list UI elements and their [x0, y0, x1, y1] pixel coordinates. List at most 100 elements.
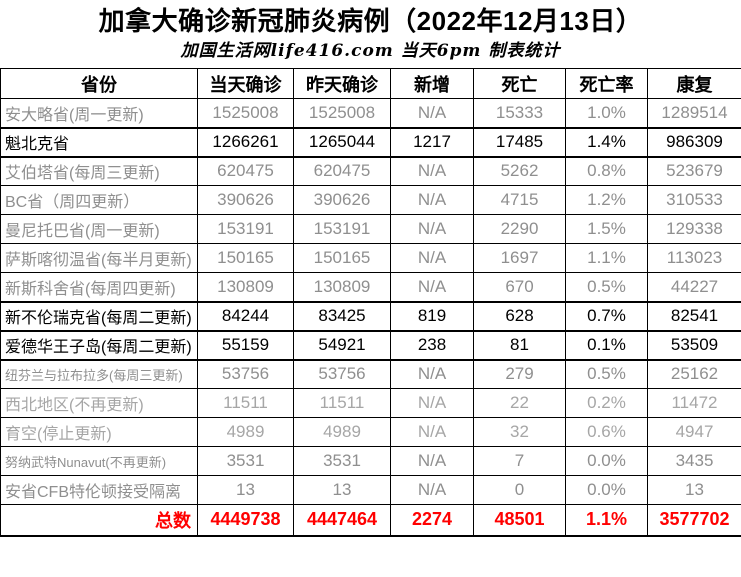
cell-rate: 0.0% [566, 447, 648, 476]
total-deaths: 48501 [474, 505, 566, 536]
cell-province: 曼尼托巴省(周一更新) [1, 215, 198, 244]
table-row-alberta: 艾伯塔省(每周三更新) 620475 620475 N/A 5262 0.8% … [1, 157, 741, 186]
cell-recovered: 113023 [648, 244, 741, 273]
cell-rate: 0.7% [566, 302, 648, 331]
cell-rate: 1.1% [566, 244, 648, 273]
cell-deaths: 7 [474, 447, 566, 476]
subtitle: 加国生活网life416.com 当天6pm 制表统计 [0, 40, 741, 62]
cell-recovered: 82541 [648, 302, 741, 331]
cell-recovered: 4947 [648, 418, 741, 447]
cell-yesterday: 11511 [294, 389, 391, 418]
cell-rate: 0.6% [566, 418, 648, 447]
cell-yesterday: 3531 [294, 447, 391, 476]
cell-deaths: 22 [474, 389, 566, 418]
cell-yesterday: 13 [294, 476, 391, 505]
table-row-yukon: 育空(停止更新) 4989 4989 N/A 32 0.6% 4947 [1, 418, 741, 447]
cell-recovered: 129338 [648, 215, 741, 244]
header-death-rate: 死亡率 [566, 69, 648, 99]
cell-yesterday: 53756 [294, 360, 391, 389]
table-row-bc: BC省（周四更新） 390626 390626 N/A 4715 1.2% 31… [1, 186, 741, 215]
total-yesterday: 4447464 [294, 505, 391, 536]
total-today: 4449738 [198, 505, 294, 536]
cell-recovered: 44227 [648, 273, 741, 302]
table-row-cfb-trenton: 安省CFB特伦顿接受隔离 13 13 N/A 0 0.0% 13 [1, 476, 741, 505]
table-row-saskatchewan: 萨斯喀彻温省(每半月更新) 150165 150165 N/A 1697 1.1… [1, 244, 741, 273]
total-new: 2274 [391, 505, 474, 536]
cell-province: 艾伯塔省(每周三更新) [1, 157, 198, 186]
cell-rate: 1.4% [566, 128, 648, 157]
cell-today: 153191 [198, 215, 294, 244]
cell-new: N/A [391, 360, 474, 389]
cell-province: 纽芬兰与拉布拉多(每周三更新) [1, 360, 198, 389]
cell-yesterday: 150165 [294, 244, 391, 273]
cell-province: 新斯科舍省(每周四更新) [1, 273, 198, 302]
cell-rate: 0.5% [566, 273, 648, 302]
cell-new: N/A [391, 447, 474, 476]
cell-today: 53756 [198, 360, 294, 389]
cell-deaths: 628 [474, 302, 566, 331]
cell-new: 819 [391, 302, 474, 331]
cell-deaths: 81 [474, 331, 566, 360]
cell-yesterday: 130809 [294, 273, 391, 302]
table-row-newfoundland: 纽芬兰与拉布拉多(每周三更新) 53756 53756 N/A 279 0.5%… [1, 360, 741, 389]
cell-deaths: 5262 [474, 157, 566, 186]
cell-today: 55159 [198, 331, 294, 360]
table-row-nova-scotia: 新斯科舍省(每周四更新) 130809 130809 N/A 670 0.5% … [1, 273, 741, 302]
cell-today: 11511 [198, 389, 294, 418]
table-row-nunavut: 努纳武特Nunavut(不再更新) 3531 3531 N/A 7 0.0% 3… [1, 447, 741, 476]
cell-rate: 0.0% [566, 476, 648, 505]
cell-recovered: 523679 [648, 157, 741, 186]
cell-new: N/A [391, 157, 474, 186]
cell-deaths: 0 [474, 476, 566, 505]
cell-yesterday: 54921 [294, 331, 391, 360]
cell-rate: 0.5% [566, 360, 648, 389]
cell-deaths: 670 [474, 273, 566, 302]
cell-yesterday: 1265044 [294, 128, 391, 157]
table-row-manitoba: 曼尼托巴省(周一更新) 153191 153191 N/A 2290 1.5% … [1, 215, 741, 244]
cell-recovered: 310533 [648, 186, 741, 215]
cell-today: 4989 [198, 418, 294, 447]
cell-rate: 1.0% [566, 99, 648, 128]
table-row-total: 总数 4449738 4447464 2274 48501 1.1% 35777… [1, 505, 741, 536]
cell-today: 3531 [198, 447, 294, 476]
cell-yesterday: 153191 [294, 215, 391, 244]
header-today-confirmed: 当天确诊 [198, 69, 294, 99]
cell-new: 238 [391, 331, 474, 360]
cell-province: 魁北克省 [1, 128, 198, 157]
cell-today: 390626 [198, 186, 294, 215]
cell-recovered: 3435 [648, 447, 741, 476]
cell-province: 萨斯喀彻温省(每半月更新) [1, 244, 198, 273]
cell-yesterday: 1525008 [294, 99, 391, 128]
cell-rate: 1.5% [566, 215, 648, 244]
cell-yesterday: 83425 [294, 302, 391, 331]
header-yesterday-confirmed: 昨天确诊 [294, 69, 391, 99]
cell-province: 爱德华王子岛(每周二更新) [1, 331, 198, 360]
table-row-quebec: 魁北克省 1266261 1265044 1217 17485 1.4% 986… [1, 128, 741, 157]
total-rate: 1.1% [566, 505, 648, 536]
cell-recovered: 11472 [648, 389, 741, 418]
header-recovered: 康复 [648, 69, 741, 99]
cell-today: 150165 [198, 244, 294, 273]
cell-yesterday: 4989 [294, 418, 391, 447]
total-recovered: 3577702 [648, 505, 741, 536]
cell-today: 1266261 [198, 128, 294, 157]
header-new-cases: 新增 [391, 69, 474, 99]
cell-today: 130809 [198, 273, 294, 302]
cell-deaths: 15333 [474, 99, 566, 128]
cell-province: BC省（周四更新） [1, 186, 198, 215]
cell-recovered: 1289514 [648, 99, 741, 128]
table-row-new-brunswick: 新不伦瑞克省(每周二更新) 84244 83425 819 628 0.7% 8… [1, 302, 741, 331]
cell-deaths: 1697 [474, 244, 566, 273]
table-row-pei: 爱德华王子岛(每周二更新) 55159 54921 238 81 0.1% 53… [1, 331, 741, 360]
cell-today: 620475 [198, 157, 294, 186]
cell-new: N/A [391, 186, 474, 215]
cell-recovered: 13 [648, 476, 741, 505]
cell-deaths: 17485 [474, 128, 566, 157]
cell-rate: 1.2% [566, 186, 648, 215]
cell-deaths: 4715 [474, 186, 566, 215]
cell-recovered: 53509 [648, 331, 741, 360]
cell-deaths: 279 [474, 360, 566, 389]
cell-province: 安省CFB特伦顿接受隔离 [1, 476, 198, 505]
cell-deaths: 32 [474, 418, 566, 447]
header-deaths: 死亡 [474, 69, 566, 99]
